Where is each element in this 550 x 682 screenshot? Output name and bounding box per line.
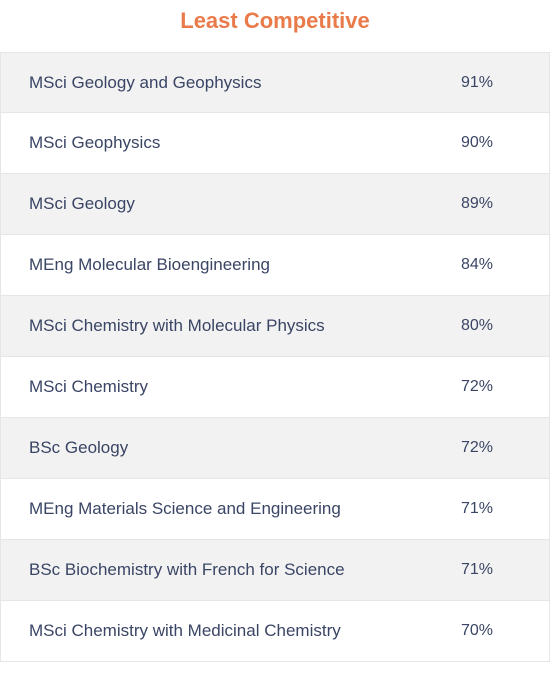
course-percent: 84% bbox=[461, 256, 521, 274]
table-row: MSci Chemistry 72% bbox=[0, 357, 550, 418]
course-percent: 91% bbox=[461, 74, 521, 92]
page-title: Least Competitive bbox=[0, 8, 550, 34]
course-name: BSc Geology bbox=[29, 438, 461, 458]
table-row: MSci Chemistry with Medicinal Chemistry … bbox=[0, 601, 550, 662]
course-percent: 72% bbox=[461, 439, 521, 457]
course-name: MSci Geology bbox=[29, 194, 461, 214]
course-percent: 70% bbox=[461, 622, 521, 640]
course-percent: 71% bbox=[461, 500, 521, 518]
table-row: MSci Geophysics 90% bbox=[0, 113, 550, 174]
course-percent: 71% bbox=[461, 561, 521, 579]
table-row: MSci Geology 89% bbox=[0, 174, 550, 235]
course-percent: 72% bbox=[461, 378, 521, 396]
course-name: MEng Molecular Bioengineering bbox=[29, 255, 461, 275]
table-row: BSc Geology 72% bbox=[0, 418, 550, 479]
table-row: MSci Geology and Geophysics 91% bbox=[0, 52, 550, 113]
course-percent: 90% bbox=[461, 134, 521, 152]
table-row: MSci Chemistry with Molecular Physics 80… bbox=[0, 296, 550, 357]
course-percent: 89% bbox=[461, 195, 521, 213]
table-row: MEng Materials Science and Engineering 7… bbox=[0, 479, 550, 540]
course-name: MSci Chemistry with Molecular Physics bbox=[29, 316, 461, 336]
table-row: MEng Molecular Bioengineering 84% bbox=[0, 235, 550, 296]
course-percent: 80% bbox=[461, 317, 521, 335]
course-name: MSci Chemistry with Medicinal Chemistry bbox=[29, 621, 461, 641]
courses-table: MSci Geology and Geophysics 91% MSci Geo… bbox=[0, 52, 550, 662]
course-name: MSci Geophysics bbox=[29, 133, 461, 153]
table-row: BSc Biochemistry with French for Science… bbox=[0, 540, 550, 601]
course-name: MEng Materials Science and Engineering bbox=[29, 499, 461, 519]
course-name: MSci Chemistry bbox=[29, 377, 461, 397]
course-name: MSci Geology and Geophysics bbox=[29, 73, 461, 93]
course-name: BSc Biochemistry with French for Science bbox=[29, 560, 461, 580]
